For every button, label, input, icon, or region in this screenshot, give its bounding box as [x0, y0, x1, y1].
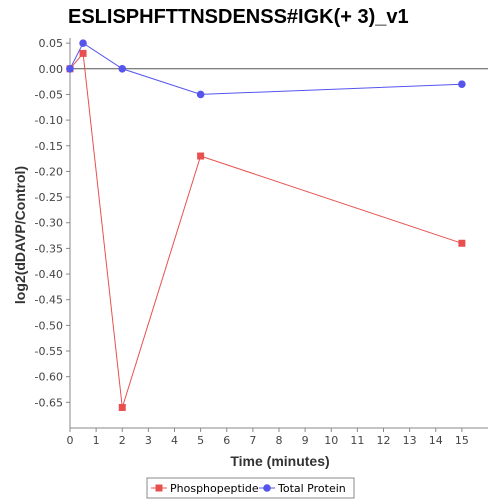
- legend: Phosphopeptide Total Protein: [146, 477, 355, 499]
- x-tick-label: 11: [350, 434, 364, 447]
- y-tick-label: -0.05: [35, 88, 63, 101]
- chart-title: ESLISPHFTTNSDENSS#IGK(+ 3)_v1: [68, 6, 409, 28]
- data-point: [118, 64, 127, 73]
- plot-area: 0.05 0.00 -0.05 -0.10 -0.15 -0.20 -0.25 -0.30 -0…: [35, 37, 488, 447]
- data-point: [197, 152, 205, 160]
- y-tick-label: -0.50: [35, 319, 63, 332]
- data-point: [66, 64, 74, 73]
- data-point: [79, 39, 87, 47]
- y-tick-label: 0.00: [39, 63, 64, 76]
- legend-marker: [263, 484, 271, 492]
- data-point: [196, 90, 205, 99]
- y-tick-label: -0.10: [35, 114, 63, 127]
- series-line: [69, 52, 463, 408]
- data-point: [118, 403, 126, 411]
- legend-marker: [155, 484, 163, 492]
- x-tick-label: 10: [324, 434, 338, 447]
- x-tick-label: 14: [429, 434, 443, 447]
- y-tick-label: -0.60: [35, 371, 63, 384]
- x-tick-label: 4: [171, 434, 178, 447]
- y-axis-label: log2(dDAVP/Control): [12, 166, 28, 304]
- y-tick-label: -0.55: [35, 345, 63, 358]
- data-point: [458, 80, 466, 88]
- x-tick-label: 8: [276, 434, 283, 447]
- x-tick-label: 0: [67, 434, 74, 447]
- data-point: [458, 239, 466, 247]
- x-tick-label: 15: [455, 434, 469, 447]
- data-point: [79, 49, 87, 57]
- x-tick-label: 1: [93, 434, 100, 447]
- x-tick-label: 13: [403, 434, 417, 447]
- y-tick-label: -0.25: [35, 191, 63, 204]
- x-tick-label: 9: [302, 434, 309, 447]
- x-tick-label: 7: [249, 434, 256, 447]
- x-tick-label: 5: [197, 434, 204, 447]
- y-tick-label: -0.20: [35, 165, 63, 178]
- legend-box: [146, 477, 355, 499]
- x-axis-label: Time (minutes): [230, 453, 329, 469]
- y-tick-label: -0.30: [35, 217, 63, 230]
- legend-label: Total Protein: [277, 482, 346, 495]
- y-tick-label: -0.45: [35, 294, 63, 307]
- x-tick-label: 12: [377, 434, 391, 447]
- y-tick-label: -0.40: [35, 268, 63, 281]
- y-tick-label: -0.65: [35, 396, 63, 409]
- x-tick-label: 6: [223, 434, 230, 447]
- y-tick-label: 0.05: [39, 37, 64, 50]
- legend-label: Phosphopeptide: [170, 482, 259, 495]
- x-tick-label: 3: [145, 434, 152, 447]
- x-tick-label: 2: [119, 434, 126, 447]
- y-tick-label: -0.35: [35, 242, 63, 255]
- y-tick-label: -0.15: [35, 140, 63, 153]
